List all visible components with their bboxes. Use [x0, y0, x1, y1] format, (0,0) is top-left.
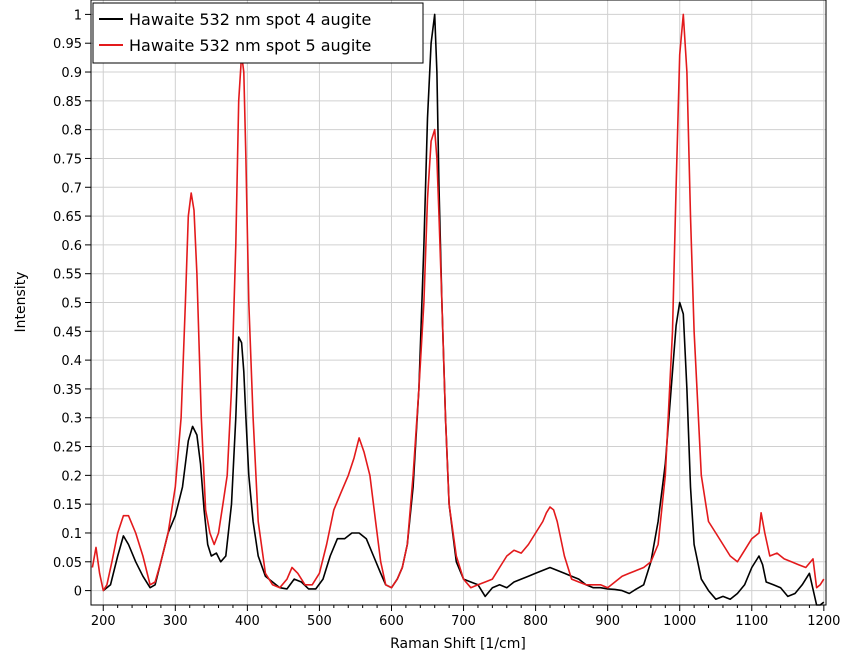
series-line-2	[91, 13, 825, 592]
x-tick-label: 400	[235, 614, 260, 629]
x-tick-label: 800	[523, 614, 548, 629]
y-tick-label: 0.25	[53, 441, 82, 456]
grid-lines	[91, 0, 826, 605]
x-tick-label: 600	[379, 614, 404, 629]
y-tick-label: 0.2	[61, 469, 82, 484]
x-axis: 200 300 400 500 600 700 800 900 1000 1100 1200	[91, 605, 840, 629]
y-tick-label: 0.3	[61, 412, 82, 427]
y-tick-label: 0.15	[53, 498, 82, 513]
x-tick-label: 900	[595, 614, 620, 629]
y-tick-label: 0.05	[53, 556, 82, 571]
y-tick-label: 0.5	[61, 297, 82, 312]
y-tick-label: 1	[74, 8, 82, 23]
y-tick-label: 0	[74, 585, 82, 600]
y-axis: 0 0.05 0.1 0.15 0.2 0.25 0.3 0.35 0.4 0.45 0.5 0.55…	[53, 8, 91, 600]
series-lines	[91, 13, 825, 606]
y-tick-label: 0.85	[53, 95, 82, 110]
x-tick-label: 500	[307, 614, 332, 629]
legend: Hawaite 532 nm spot 4 augite Hawaite 532 …	[92, 2, 424, 64]
legend-box	[92, 2, 424, 64]
y-tick-label: 0.8	[61, 124, 82, 139]
x-tick-label: 300	[163, 614, 188, 629]
x-axis-title: Raman Shift [1/cm]	[390, 636, 526, 652]
y-tick-label: 0.55	[53, 268, 82, 283]
x-tick-label: 200	[91, 614, 116, 629]
x-tick-label: 1100	[735, 614, 768, 629]
y-tick-label: 0.4	[61, 354, 82, 369]
series-line-1	[102, 13, 825, 606]
y-tick-label: 0.9	[61, 66, 82, 81]
x-tick-label: 1200	[807, 614, 840, 629]
y-tick-label: 0.7	[61, 181, 82, 196]
x-tick-label: 1000	[663, 614, 696, 629]
y-tick-label: 0.65	[53, 210, 82, 225]
y-tick-label: 0.45	[53, 325, 82, 340]
legend-label-1: Hawaite 532 nm spot 4 augite	[129, 10, 371, 29]
y-tick-label: 0.95	[53, 37, 82, 52]
y-tick-label: 0.6	[61, 239, 82, 254]
y-tick-label: 0.1	[61, 527, 82, 542]
y-axis-title: Intensity	[13, 272, 29, 333]
y-tick-label: 0.35	[53, 383, 82, 398]
x-tick-label: 700	[451, 614, 476, 629]
legend-label-2: Hawaite 532 nm spot 5 augite	[129, 36, 371, 55]
y-tick-label: 0.75	[53, 152, 82, 167]
